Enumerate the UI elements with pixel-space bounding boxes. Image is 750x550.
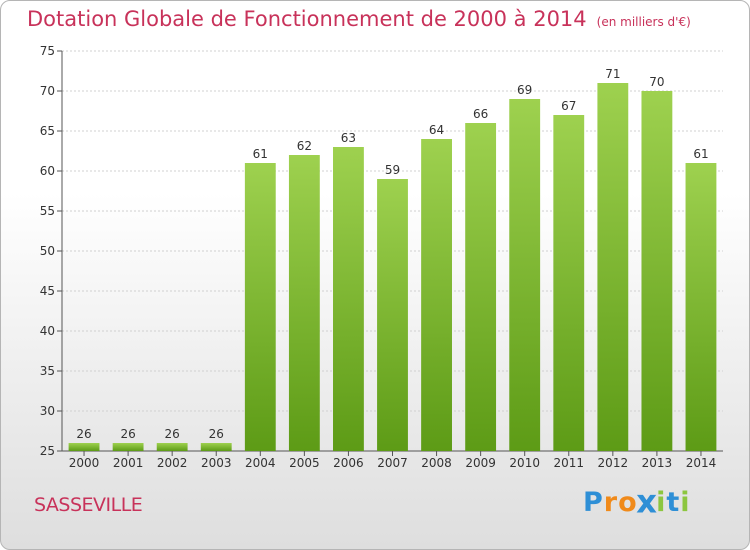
x-tick-label: 2003 (201, 456, 232, 470)
value-label: 63 (341, 131, 356, 145)
y-tick-label: 30 (40, 404, 55, 418)
bar (553, 115, 585, 451)
x-tick-label: 2006 (333, 456, 364, 470)
bar (377, 179, 408, 451)
commune-name: SASSEVILLE (34, 494, 143, 516)
bar (641, 91, 673, 451)
value-label: 59 (385, 163, 400, 177)
bar (685, 163, 717, 451)
value-label: 26 (120, 427, 135, 441)
x-tick-label: 2004 (245, 456, 276, 470)
x-tick-label: 2002 (157, 456, 188, 470)
value-label: 66 (473, 107, 488, 121)
axes: 25 30 35 40 45 50 55 60 65 70 75 2000 2001 2002 2003 20… (40, 44, 723, 470)
y-tick-label: 35 (40, 364, 55, 378)
bar (597, 83, 629, 451)
proxiti-logo: Proxiti (583, 483, 691, 522)
x-tick-label: 2009 (465, 456, 496, 470)
value-label: 70 (649, 75, 664, 89)
y-tick-label: 55 (40, 204, 55, 218)
logo-letter: r (603, 487, 619, 518)
x-tick-label: 2013 (642, 456, 673, 470)
title-unit: (en milliers d'€) (596, 15, 691, 29)
title-text: Dotation Globale de Fonctionnement de 20… (27, 7, 587, 31)
logo-letter: i (656, 487, 667, 518)
logo-letter: t (666, 487, 681, 518)
x-tick-label: 2011 (553, 456, 584, 470)
y-tick-label: 25 (40, 444, 55, 458)
y-tick-label: 60 (40, 164, 55, 178)
labels: 26 26 26 26 61 62 63 59 64 66 69 67 71 70 61 (76, 67, 708, 441)
x-tick-label: 2001 (113, 456, 144, 470)
y-tick-label: 75 (40, 44, 55, 58)
bar (244, 163, 276, 451)
value-label: 67 (561, 99, 576, 113)
x-tick-label: 2005 (289, 456, 320, 470)
bars (68, 83, 717, 451)
bar (156, 443, 188, 451)
bar (68, 443, 100, 451)
value-label: 62 (297, 139, 312, 153)
logo-letter: P (583, 487, 604, 518)
value-label: 69 (517, 83, 532, 97)
x-tick-label: 2014 (686, 456, 717, 470)
x-tick-label: 2012 (598, 456, 629, 470)
x-tick-label: 2010 (509, 456, 540, 470)
bar (465, 123, 497, 451)
value-label: 26 (209, 427, 224, 441)
chart-title: Dotation Globale de Fonctionnement de 20… (27, 7, 691, 31)
value-label: 61 (253, 147, 268, 161)
bar (112, 443, 144, 451)
y-tick-label: 70 (40, 84, 55, 98)
x-tick-label: 2000 (69, 456, 100, 470)
bar (509, 99, 541, 451)
x-tick-label: 2007 (377, 456, 408, 470)
y-tick-label: 50 (40, 244, 55, 258)
bar (200, 443, 232, 451)
logo-letter: o (618, 487, 638, 518)
logo-letter: i (680, 487, 691, 518)
value-label: 64 (429, 123, 444, 137)
value-label: 71 (605, 67, 620, 81)
y-tick-label: 45 (40, 284, 55, 298)
x-tick-label: 2008 (421, 456, 452, 470)
value-label: 26 (76, 427, 91, 441)
y-tick-label: 65 (40, 124, 55, 138)
bar (288, 155, 320, 451)
value-label: 61 (693, 147, 708, 161)
y-tick-label: 40 (40, 324, 55, 338)
bar (421, 139, 452, 451)
bar (333, 147, 364, 451)
logo-letter: x (635, 483, 658, 522)
value-label: 26 (165, 427, 180, 441)
